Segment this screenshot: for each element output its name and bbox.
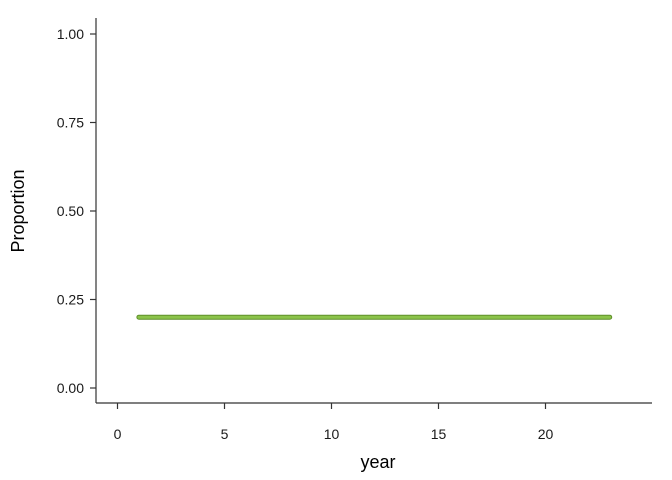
y-tick-label: 0.00 xyxy=(57,380,84,396)
y-tick-label: 0.75 xyxy=(57,115,84,131)
y-axis-title: Proportion xyxy=(8,169,28,252)
x-axis-title: year xyxy=(360,452,395,472)
x-tick-label: 20 xyxy=(538,426,554,442)
x-tick-label: 15 xyxy=(431,426,447,442)
y-axis: 0.00 0.25 0.50 0.75 1.00 xyxy=(57,18,97,403)
x-tick-label: 5 xyxy=(221,426,229,442)
y-tick-label: 0.50 xyxy=(57,203,84,219)
x-axis: 0 5 10 15 20 xyxy=(96,402,652,442)
x-tick-label: 0 xyxy=(114,426,122,442)
y-tick-label: 1.00 xyxy=(57,26,84,42)
x-tick-label: 10 xyxy=(324,426,340,442)
y-tick-label: 0.25 xyxy=(57,292,84,308)
